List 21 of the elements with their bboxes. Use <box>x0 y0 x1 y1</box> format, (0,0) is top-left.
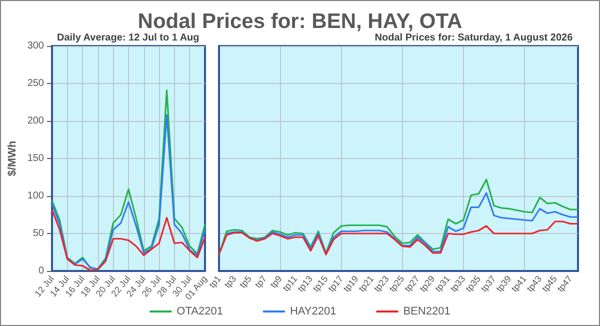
y-tick-label: 0 <box>38 266 44 276</box>
y-tick-label: 150 <box>27 153 44 164</box>
chart-subtitle: Nodal Prices for: Saturday, 1 August 2026 <box>374 32 574 44</box>
chart-subtitle: Daily Average: 12 Jul to 1 Aug <box>57 32 200 44</box>
y-tick-label: 200 <box>27 116 44 126</box>
legend-label: HAY2201 <box>290 306 336 318</box>
y-tick-label: 250 <box>27 78 44 89</box>
y-tick-label: 100 <box>27 190 44 202</box>
x-tick-label: tp21 <box>356 274 376 294</box>
x-tick-label: tp41 <box>509 274 528 294</box>
text: Nodal Prices for: BEN, HAY, OTA <box>138 10 462 33</box>
x-tick-label: tp31 <box>433 274 452 294</box>
x-tick-label: tp1 <box>207 274 223 290</box>
x-tick-label: tp7 <box>252 274 269 290</box>
y-axis-title: $/MWh <box>6 140 18 176</box>
x-tick-label: tp3 <box>222 274 238 290</box>
legend-label: OTA2201 <box>176 306 223 318</box>
y-tick-label: 50 <box>32 228 44 239</box>
y-tick-label: 300 <box>27 40 44 52</box>
legend-label: BEN2201 <box>403 306 450 318</box>
x-tick-label: tp5 <box>238 274 254 290</box>
